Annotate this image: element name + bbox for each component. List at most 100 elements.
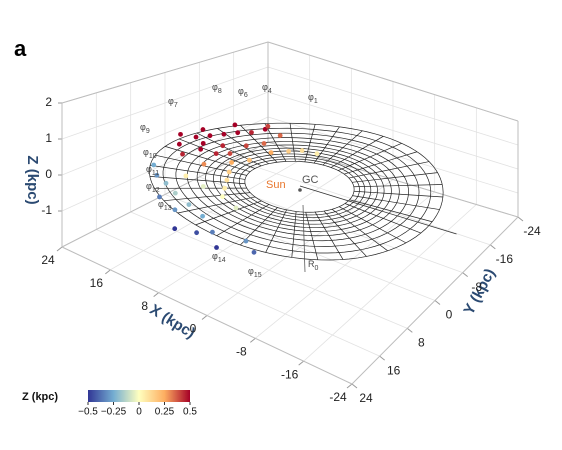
annotation: GC (302, 174, 319, 186)
disc-spoke (349, 199, 433, 223)
ring-label: φ9 (140, 122, 150, 134)
floor-grid-line (233, 159, 491, 246)
box-edge (351, 216, 519, 385)
disc-spoke (305, 212, 319, 260)
disc-spoke (164, 146, 251, 173)
ring-label: φ8 (212, 82, 222, 94)
radius-label: R0 (308, 259, 319, 271)
ring-label-sub: 10 (149, 153, 157, 160)
disc-spoke (265, 209, 287, 253)
disc-spoke (177, 196, 256, 214)
ring-label: φ6 (238, 86, 248, 98)
ring-label-base: φ (146, 181, 152, 191)
wall-grid-line (267, 91, 519, 170)
disc-spoke (155, 154, 247, 176)
y-tick-label: 24 (359, 391, 373, 405)
x-tick-mark (153, 292, 159, 298)
ring-label: φ14 (212, 251, 226, 263)
ring-label-base: φ (143, 147, 149, 157)
x-tick-label: 16 (90, 276, 104, 290)
x-tick-mark (201, 315, 208, 320)
box-edge (61, 41, 269, 104)
x-tick-label: -16 (281, 367, 299, 381)
data-point (183, 173, 189, 179)
disc-spoke (150, 164, 246, 180)
data-point (226, 169, 232, 175)
ring-label-sub: 13 (164, 205, 172, 212)
data-point (200, 184, 206, 189)
ring-label-base: φ (168, 96, 174, 106)
y-tick-mark (379, 355, 385, 361)
x-tick-mark (250, 337, 256, 343)
floor-grid-line (130, 211, 408, 329)
ring-label-sub: 4 (268, 88, 272, 95)
data-point (265, 123, 271, 129)
disc-spoke (348, 161, 430, 179)
ring-label-base: φ (212, 82, 218, 92)
data-point (233, 205, 239, 211)
disc-spoke (304, 124, 316, 162)
box-edge (267, 41, 519, 122)
data-point (198, 146, 204, 152)
radius-label-base: R (308, 259, 315, 269)
data-point (151, 162, 157, 168)
data-point (232, 122, 238, 128)
data-point (299, 148, 305, 153)
y-tick-mark (407, 327, 413, 333)
wall-grid-line (61, 91, 269, 176)
data-point (243, 238, 249, 244)
x-tick-label: -8 (236, 345, 247, 359)
disc-spoke (289, 123, 296, 162)
r0-line (302, 204, 306, 273)
data-point (210, 229, 215, 235)
disc-spoke (195, 200, 262, 226)
ring-label: φ11 (146, 164, 159, 176)
y-tick-label: 16 (387, 363, 401, 377)
ring-label-base: φ (212, 251, 218, 261)
disc-spoke (344, 151, 418, 175)
data-point (163, 180, 169, 186)
data-point (222, 185, 228, 191)
z-axis-label: Z (kpc) (24, 155, 41, 204)
ring-label-sub: 6 (244, 92, 248, 99)
ring-label-sub: 9 (146, 128, 150, 135)
data-point (261, 141, 267, 146)
x-tick-mark (105, 269, 111, 275)
disc-spoke (264, 123, 287, 162)
data-point (227, 151, 233, 156)
colorbar-tick-label: 0.25 (155, 407, 175, 418)
data-point (180, 151, 185, 157)
ring-label-base: φ (238, 86, 244, 96)
y-tick-label: 8 (418, 336, 425, 350)
y-tick-mark (434, 300, 441, 305)
disc-spoke (331, 208, 388, 252)
data-point (243, 143, 249, 149)
data-point (201, 161, 207, 167)
colorbar-tick-label: −0.25 (101, 407, 127, 418)
disc-ring (186, 137, 409, 242)
x-tick-mark (346, 383, 353, 389)
disc-spoke (352, 172, 438, 183)
data-point (246, 157, 252, 163)
ring-label-base: φ (308, 92, 314, 102)
ring-label-sub: 8 (218, 88, 222, 95)
x-tick-mark (298, 360, 304, 366)
data-point (224, 177, 230, 183)
data-point (220, 143, 226, 149)
data-point (277, 133, 283, 138)
sun-line (299, 185, 457, 235)
disc-spoke (313, 126, 340, 164)
data-point (172, 207, 178, 213)
y-tick-mark (462, 272, 468, 278)
ring-label-base: φ (262, 82, 268, 92)
ring-label: φ15 (248, 266, 262, 278)
ring-label-sub: 14 (218, 257, 226, 264)
ring-label: φ1 (308, 92, 318, 104)
data-point (200, 213, 205, 219)
data-point (207, 133, 213, 139)
y-tick-mark (490, 244, 496, 250)
disc-spoke (322, 130, 363, 166)
data-point (214, 245, 219, 250)
